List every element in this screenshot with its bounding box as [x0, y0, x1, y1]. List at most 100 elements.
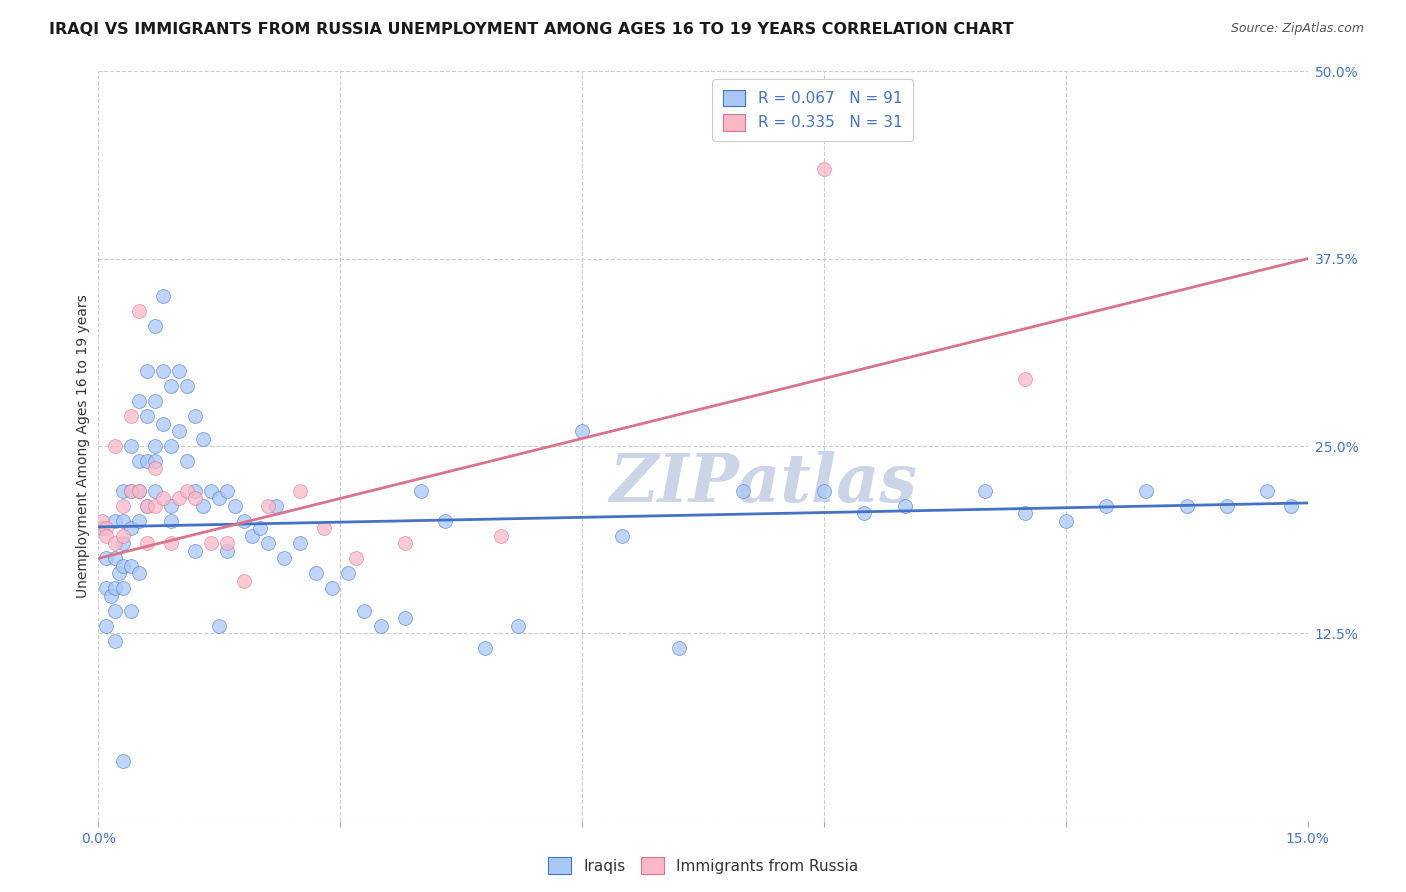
Text: ZIPatlas: ZIPatlas	[610, 451, 917, 516]
Point	[232, 574, 254, 588]
Point	[120, 558, 142, 573]
Point	[491, 529, 513, 543]
Point	[160, 439, 183, 453]
Point	[128, 483, 150, 498]
Point	[128, 304, 150, 318]
Point	[120, 409, 142, 423]
Point	[344, 551, 367, 566]
Point	[96, 619, 118, 633]
Point	[120, 521, 142, 535]
Point	[143, 439, 166, 453]
Point	[208, 491, 231, 506]
Point	[1014, 371, 1036, 385]
Point	[370, 619, 392, 633]
Point	[120, 483, 142, 498]
Point	[176, 483, 198, 498]
Point	[184, 544, 207, 558]
Point	[107, 566, 129, 581]
Point	[200, 483, 222, 498]
Point	[256, 499, 278, 513]
Point	[668, 641, 690, 656]
Point	[733, 483, 755, 498]
Point	[321, 582, 343, 596]
Legend: R = 0.067   N = 91, R = 0.335   N = 31: R = 0.067 N = 91, R = 0.335 N = 31	[711, 79, 912, 141]
Point	[128, 394, 150, 409]
Point	[120, 439, 142, 453]
Point	[353, 604, 375, 618]
Legend: Iraqis, Immigrants from Russia: Iraqis, Immigrants from Russia	[541, 851, 865, 880]
Point	[288, 483, 311, 498]
Point	[96, 529, 118, 543]
Point	[1216, 499, 1239, 513]
Point	[1135, 483, 1157, 498]
Point	[184, 483, 207, 498]
Point	[409, 483, 432, 498]
Point	[91, 521, 114, 535]
Point	[217, 536, 239, 550]
Point	[853, 507, 876, 521]
Point	[167, 424, 190, 438]
Point	[1281, 499, 1303, 513]
Point	[249, 521, 271, 535]
Point	[143, 394, 166, 409]
Text: Source: ZipAtlas.com: Source: ZipAtlas.com	[1230, 22, 1364, 36]
Point	[103, 604, 125, 618]
Point	[305, 566, 328, 581]
Point	[128, 483, 150, 498]
Point	[434, 514, 457, 528]
Point	[135, 499, 157, 513]
Point	[394, 611, 416, 625]
Point	[135, 364, 157, 378]
Point	[103, 633, 125, 648]
Y-axis label: Unemployment Among Ages 16 to 19 years: Unemployment Among Ages 16 to 19 years	[76, 294, 90, 598]
Point	[111, 514, 134, 528]
Point	[813, 161, 835, 176]
Point	[314, 521, 336, 535]
Point	[135, 409, 157, 423]
Point	[193, 499, 215, 513]
Point	[103, 551, 125, 566]
Point	[120, 604, 142, 618]
Point	[143, 483, 166, 498]
Point	[200, 536, 222, 550]
Point	[103, 439, 125, 453]
Point	[120, 483, 142, 498]
Point	[1095, 499, 1118, 513]
Point	[394, 536, 416, 550]
Point	[184, 409, 207, 423]
Point	[128, 566, 150, 581]
Point	[273, 551, 295, 566]
Point	[167, 491, 190, 506]
Point	[184, 491, 207, 506]
Point	[96, 582, 118, 596]
Point	[193, 432, 215, 446]
Point	[1256, 483, 1278, 498]
Point	[91, 514, 114, 528]
Point	[256, 536, 278, 550]
Point	[135, 499, 157, 513]
Point	[152, 289, 174, 303]
Point	[152, 491, 174, 506]
Point	[974, 483, 997, 498]
Point	[143, 454, 166, 468]
Point	[111, 499, 134, 513]
Point	[813, 483, 835, 498]
Point	[152, 417, 174, 431]
Point	[612, 529, 634, 543]
Point	[337, 566, 360, 581]
Point	[100, 589, 122, 603]
Point	[893, 499, 915, 513]
Point	[160, 499, 183, 513]
Point	[111, 529, 134, 543]
Point	[143, 499, 166, 513]
Point	[217, 544, 239, 558]
Point	[232, 514, 254, 528]
Point	[176, 379, 198, 393]
Point	[217, 483, 239, 498]
Point	[506, 619, 529, 633]
Point	[103, 536, 125, 550]
Point	[571, 424, 593, 438]
Point	[96, 521, 118, 535]
Point	[240, 529, 263, 543]
Point	[288, 536, 311, 550]
